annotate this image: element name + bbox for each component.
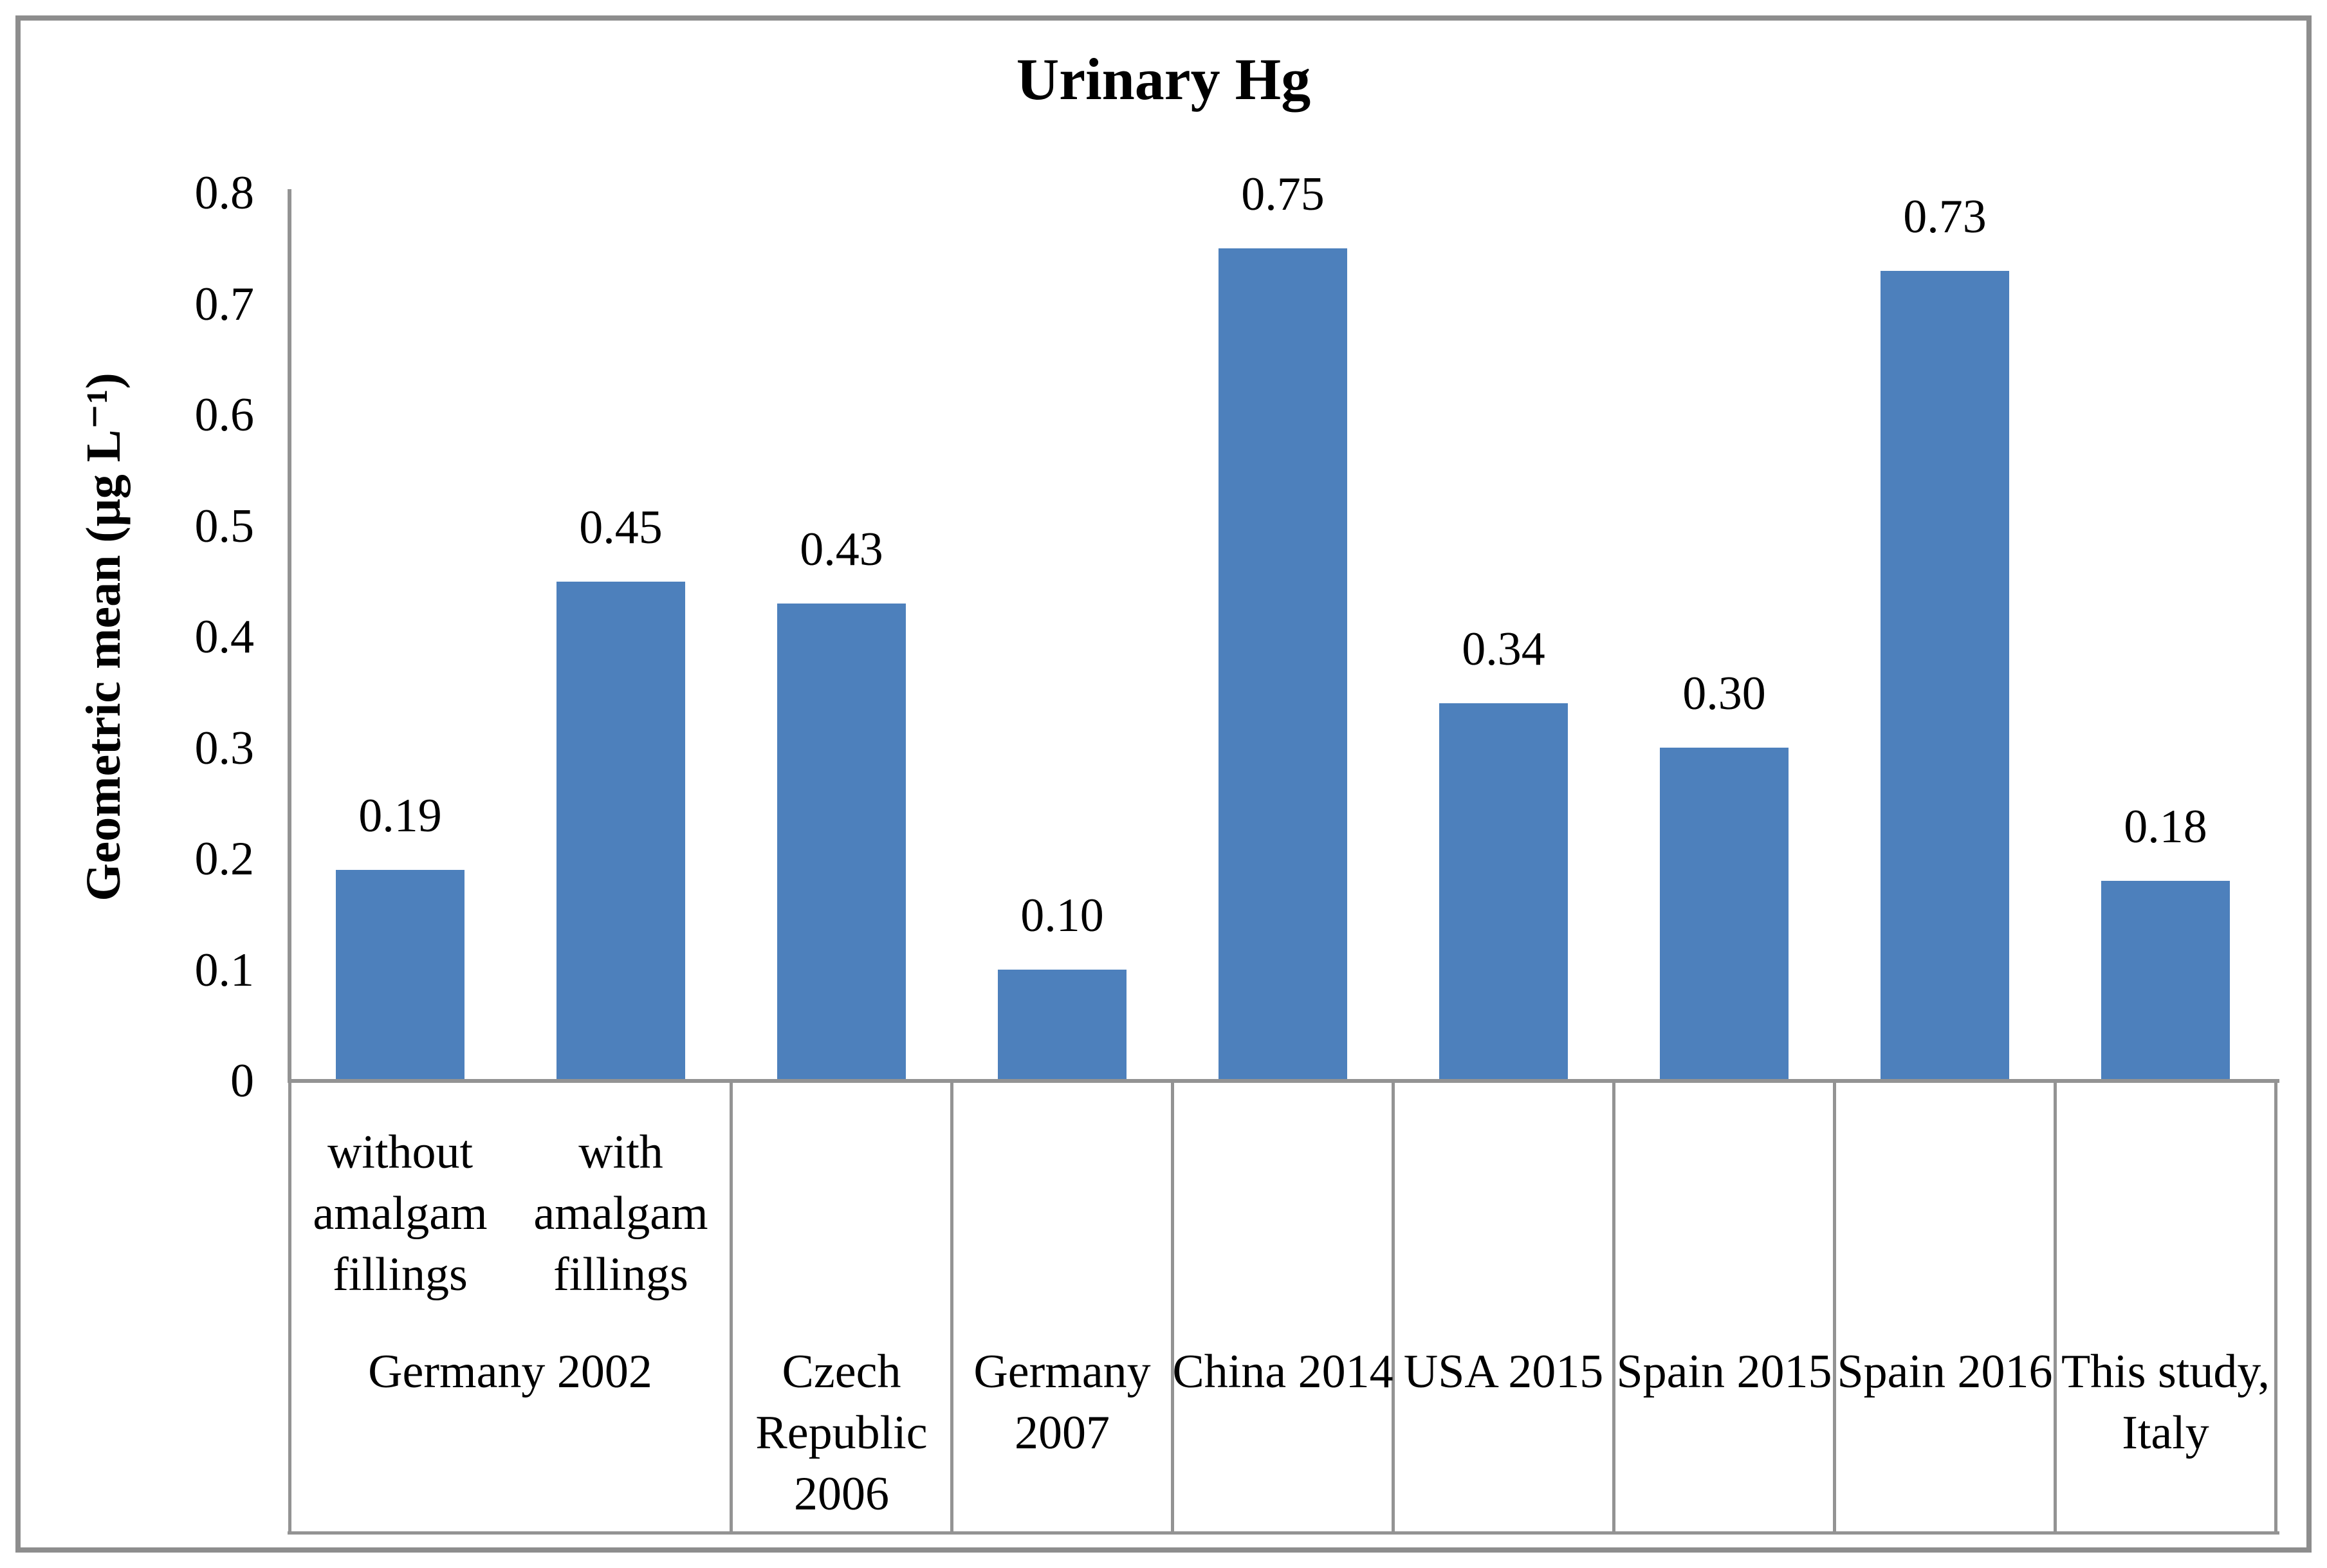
y-axis-line bbox=[288, 189, 291, 1083]
y-tick-label: 0.3 bbox=[194, 722, 255, 775]
y-tick-label: 0.8 bbox=[194, 167, 255, 219]
category-separator bbox=[288, 1081, 291, 1531]
y-tick-label: 0.1 bbox=[194, 944, 255, 997]
bar-value-label: 0.19 bbox=[358, 789, 442, 842]
category-group-label: Germany 2007 bbox=[973, 1345, 1151, 1459]
bar-value-label: 0.73 bbox=[1903, 190, 1987, 243]
bar bbox=[1219, 248, 1347, 1081]
y-tick-label: 0 bbox=[230, 1055, 254, 1107]
y-tick-label: 0.2 bbox=[194, 833, 255, 885]
y-tick-label: 0.4 bbox=[194, 611, 255, 663]
category-separator bbox=[1612, 1081, 1615, 1531]
y-tick-label: 0.6 bbox=[194, 389, 255, 441]
bar bbox=[1439, 703, 1568, 1081]
bar bbox=[998, 970, 1127, 1081]
category-group-label: This study, Italy bbox=[2061, 1345, 2270, 1459]
bar bbox=[777, 604, 906, 1081]
bar bbox=[336, 870, 464, 1081]
bar-value-label: 0.45 bbox=[579, 501, 663, 554]
bar bbox=[2101, 881, 2230, 1081]
category-group-label: China 2014 bbox=[1172, 1345, 1393, 1398]
category-separator bbox=[1833, 1081, 1836, 1531]
category-separator bbox=[730, 1081, 733, 1531]
category-group-label: USA 2015 bbox=[1403, 1345, 1604, 1398]
plot-area: 0.19 0.45 0.43 0.10 0.75 0.34 0.30 0.73 0.18 bbox=[336, 168, 2230, 1081]
category-sub-label: without amalgam fillings bbox=[313, 1126, 488, 1301]
category-group-label: Germany 2002 bbox=[368, 1345, 652, 1398]
category-separator bbox=[2054, 1081, 2057, 1531]
bar-value-label: 0.30 bbox=[1682, 667, 1766, 720]
category-separator bbox=[2274, 1081, 2277, 1531]
category-group-label: Spain 2015 bbox=[1616, 1345, 1832, 1398]
category-separator bbox=[1392, 1081, 1395, 1531]
category-separator bbox=[1171, 1081, 1174, 1531]
bar-value-label: 0.18 bbox=[2124, 800, 2207, 853]
bar bbox=[556, 582, 685, 1081]
y-tick-label: 0.5 bbox=[194, 500, 255, 553]
category-group-label: Czech Republic 2006 bbox=[755, 1345, 928, 1520]
bar bbox=[1660, 748, 1789, 1081]
y-tick-label: 0.7 bbox=[194, 278, 255, 331]
bar-value-label: 0.10 bbox=[1020, 889, 1104, 942]
chart-title: Urinary Hg bbox=[1016, 46, 1311, 112]
category-bottom-line bbox=[288, 1531, 2279, 1535]
x-axis-line bbox=[288, 1079, 2279, 1083]
bar-value-label: 0.43 bbox=[800, 523, 883, 576]
bar bbox=[1881, 271, 2009, 1081]
category-separator bbox=[950, 1081, 953, 1531]
category-sub-label: with amalgam fillings bbox=[533, 1126, 708, 1301]
category-group-label: Spain 2016 bbox=[1837, 1345, 2053, 1398]
bar-value-label: 0.75 bbox=[1241, 168, 1325, 221]
chart-border-frame bbox=[15, 15, 2312, 1553]
bar-value-label: 0.34 bbox=[1462, 623, 1545, 676]
